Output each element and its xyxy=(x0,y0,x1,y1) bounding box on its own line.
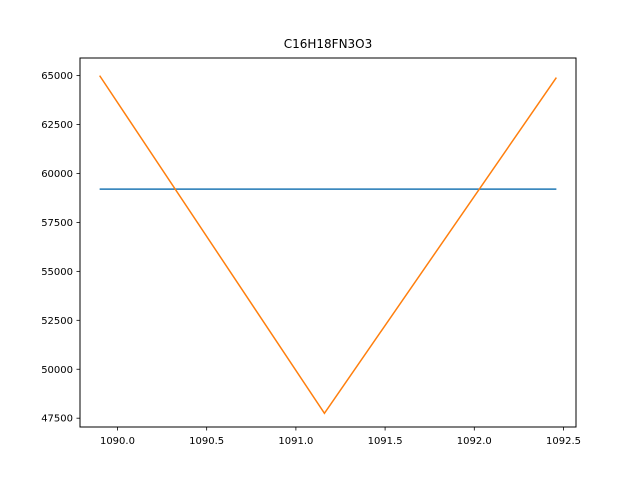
y-axis-ticks: 47500 50000 52500 55000 57500 60000 62500 65000 xyxy=(41,71,80,425)
x-tick-label: 1092.0 xyxy=(457,436,492,447)
y-tick-label: 57500 xyxy=(41,218,73,229)
y-tick-label: 62500 xyxy=(41,120,73,131)
x-tick-label: 1092.5 xyxy=(546,436,581,447)
x-tick-label: 1090.0 xyxy=(100,436,135,447)
plot-lines xyxy=(99,75,557,415)
chart-title: C16H18FN3O3 xyxy=(284,37,373,51)
y-tick-label: 65000 xyxy=(41,71,73,82)
y-tick-label: 55000 xyxy=(41,267,73,278)
x-tick-label: 1091.5 xyxy=(368,436,403,447)
y-tick-label: 47500 xyxy=(41,414,73,425)
x-tick-label: 1090.5 xyxy=(189,436,224,447)
y-tick-label: 52500 xyxy=(41,316,73,327)
series-line-2 xyxy=(99,75,557,415)
y-tick-label: 60000 xyxy=(41,169,73,180)
axes-frame xyxy=(79,57,577,428)
x-tick-label: 1091.0 xyxy=(278,436,313,447)
y-tick-label: 50000 xyxy=(41,365,73,376)
x-axis-ticks: 1090.0 1090.5 1091.0 1091.5 1092.0 1092.5 xyxy=(100,427,581,447)
